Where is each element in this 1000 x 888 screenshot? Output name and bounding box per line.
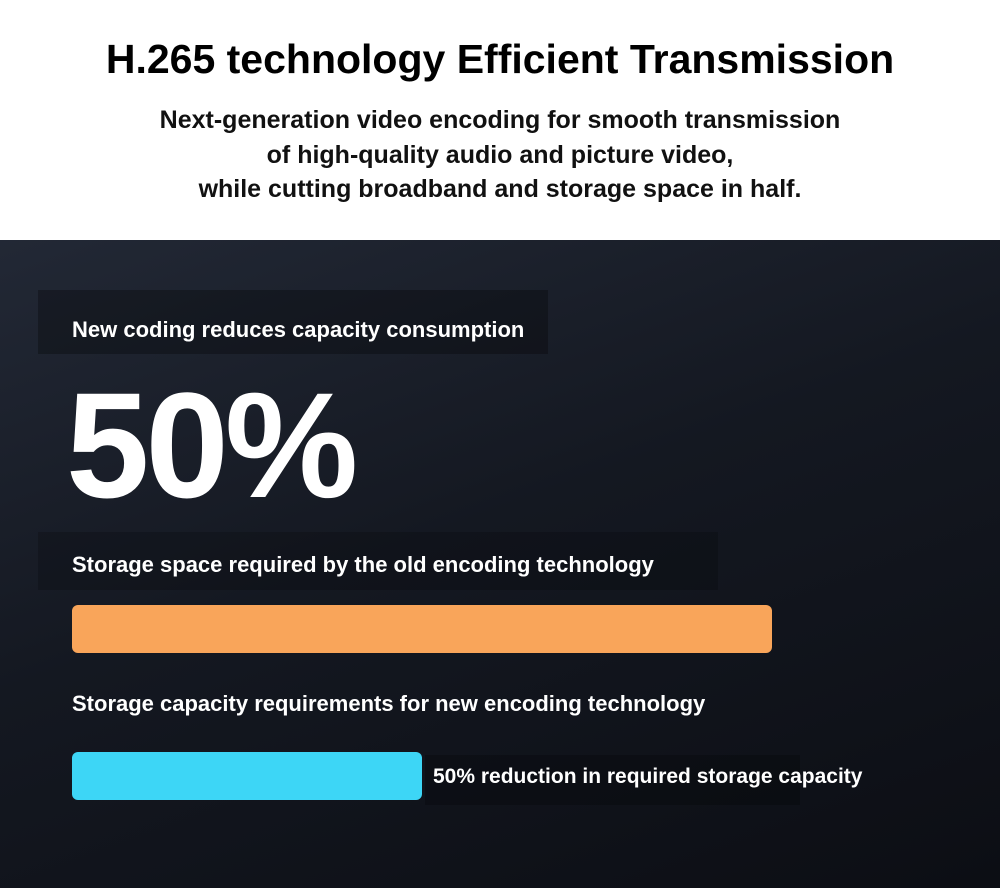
item-label: Storage space required by the old encodi…: [72, 552, 654, 577]
item-label: Storage capacity requirements for new en…: [72, 691, 706, 716]
label-box: [38, 532, 718, 590]
old-bar: [72, 605, 772, 653]
note: 50% reduction in required storage capaci…: [433, 765, 863, 788]
new-bar: [72, 752, 422, 800]
panel-label: New coding reduces capacity consumption: [72, 317, 525, 342]
title: H.265 technology Efficient Transmission: [105, 36, 895, 82]
label-box: [38, 290, 548, 354]
subtitle-line: while cutting broadband and storage spac…: [198, 175, 802, 203]
subtitle-line: of high-quality audio and picture video,: [266, 141, 734, 169]
subtitle-line: Next-generation video encoding for smoot…: [159, 106, 841, 134]
big-value: 50%: [66, 361, 358, 529]
note-box: [425, 755, 800, 805]
